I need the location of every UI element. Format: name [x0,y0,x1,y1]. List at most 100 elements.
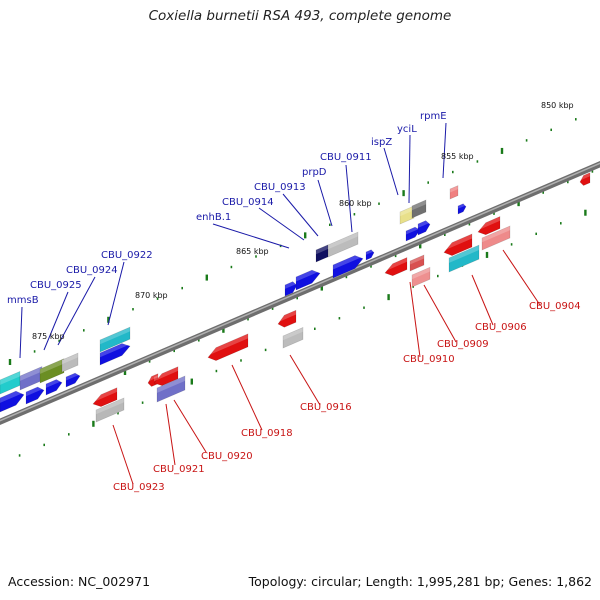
tick-mark [567,180,569,184]
gene-block-reverse-shade [580,172,590,181]
tick-mark [560,222,562,225]
gene-label-cbu-0922[interactable]: CBU_0922 [101,250,153,261]
tick-label-855: 855 kbp [441,152,474,161]
gene-block-reverse-shade [208,333,248,356]
gene-block-colored [327,231,359,258]
tick-label-870: 870 kbp [135,291,168,300]
tick-mark [427,181,429,184]
leader-line [212,223,290,249]
gene-label-cbu-0918[interactable]: CBU_0918 [241,428,293,439]
tick-mark [198,339,200,342]
gene-block-forward-shade [100,340,130,358]
leader-line [383,147,399,196]
tick-mark [591,170,594,173]
genome-backbone-highlight [0,162,600,422]
tick-mark [329,223,331,227]
tick-mark [345,275,348,279]
gene-block-colored [481,225,511,251]
gene-label-mmsb[interactable]: mmsB [7,295,39,306]
leader-line [258,207,305,241]
gene-block-forward-shade [0,387,24,403]
gene-block-forward-shade [66,370,80,381]
gene-block-colored-shade [62,353,78,365]
gene-label-cbu-0910[interactable]: CBU_0910 [403,354,455,365]
gene-block-forward [405,226,421,242]
genome-summary-text: Topology: circular; Length: 1,995,281 bp… [248,574,592,589]
gene-block-forward [417,220,431,236]
tick-mark [117,412,119,415]
map-title: Coxiella burnetii RSA 493, complete geno… [148,8,452,24]
tick-mark [510,243,513,246]
tick-mark [304,232,307,239]
gene-label-cbu-0925[interactable]: CBU_0925 [30,280,82,291]
gene-block-forward-shade [458,202,466,209]
gene-block-forward [45,379,63,396]
gene-block-colored [39,358,65,384]
gene-label-cbu-0911[interactable]: CBU_0911 [320,152,372,163]
gene-block-grey-shade [283,327,303,341]
tick-mark [517,200,520,207]
tick-label-865: 865 kbp [236,247,269,256]
gene-label-cbu-0906[interactable]: CBU_0906 [475,322,527,333]
leader-line [231,364,263,431]
tick-mark [132,308,134,311]
gene-block-forward [0,390,25,413]
gene-label-prpd[interactable]: prpD [302,167,327,178]
gene-label-cbu-0904[interactable]: CBU_0904 [529,301,581,312]
tick-mark [190,378,193,385]
tick-mark [271,307,274,310]
gene-block-colored-shade [450,185,458,193]
gene-block-colored [61,352,79,373]
gene-label-enhb1[interactable]: enhB.1 [196,212,231,223]
tick-mark [535,232,537,236]
tick-mark [370,265,372,268]
gene-block-forward [295,269,321,291]
gene-block-forward [284,281,298,297]
tick-mark [156,297,159,300]
gene-block-colored [399,205,415,225]
gene-block-colored-shade [100,327,130,345]
tick-mark [378,202,380,205]
gene-block-grey-shade [96,397,124,415]
gene-block-forward-shade [406,224,420,235]
gene-block-colored-shade [316,244,328,255]
tick-mark [353,213,356,216]
gene-block-colored [411,266,431,288]
gene-label-cbu-0916[interactable]: CBU_0916 [300,402,352,413]
leader-line [471,274,494,326]
tick-mark [173,349,175,353]
gene-block-colored [409,254,425,272]
gene-block-grey [95,397,125,423]
gene-label-cbu-0914[interactable]: CBU_0914 [222,197,274,208]
tick-mark [222,326,225,333]
gene-block-reverse-shade [478,216,500,231]
tick-label-860: 860 kbp [339,199,372,208]
leader-line [43,291,69,351]
tick-mark [402,190,405,197]
gene-block-colored-shade [410,254,424,265]
leader-line [165,403,176,466]
gene-block-reverse [153,366,179,386]
gene-label-cbu-0923[interactable]: CBU_0923 [113,482,165,493]
tick-mark [437,274,439,278]
tick-mark [296,296,298,300]
gene-label-cbu-0921[interactable]: CBU_0921 [153,464,205,475]
tick-mark [43,443,45,447]
gene-label-ispz[interactable]: ispZ [371,137,392,148]
gene-label-cbu-0924[interactable]: CBU_0924 [66,265,118,276]
gene-label-cbu-0913[interactable]: CBU_0913 [254,182,306,193]
gene-block-reverse-shade [93,387,117,403]
gene-block-forward-shade [285,279,297,289]
tick-mark [240,359,242,362]
gene-block-reverse [384,257,408,277]
gene-label-cbu-0909[interactable]: CBU_0909 [437,339,489,350]
gene-block-forward [25,386,45,405]
tick-mark [58,339,60,343]
gene-label-cbu-0920[interactable]: CBU_0920 [201,451,253,462]
gene-block-colored-shade [412,199,426,211]
gene-block-forward-shade [333,252,363,270]
gene-label-ycil[interactable]: yciL [397,124,417,135]
gene-block-reverse [277,309,297,328]
gene-label-rpme[interactable]: rpmE [420,111,447,122]
gene-block-forward [365,249,375,261]
